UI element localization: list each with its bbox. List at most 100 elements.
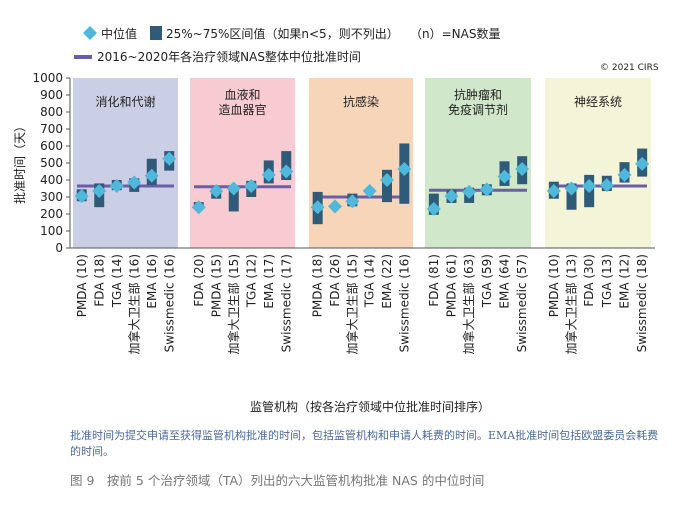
x-tick-label: EMA (16) [145, 254, 159, 309]
legend-text: 中位值 [101, 26, 137, 41]
panel-bg [73, 78, 178, 248]
panel-title: 消化和代谢 [95, 94, 155, 109]
legend-box [150, 26, 162, 40]
panel-title: 抗肿瘤和免疫调节剂 [448, 87, 508, 117]
median-diamond [74, 189, 89, 204]
y-axis-label: 批准时间（天） [12, 120, 27, 204]
x-tick-label: TGA (12) [244, 254, 258, 308]
panel-title: 血液和造血器官 [218, 87, 266, 117]
median-diamond [92, 184, 107, 199]
x-tick-label: 加拿大卫生部 (13) [564, 254, 579, 354]
note: 批准时间为提交申请至获得监管机构批准的时间，包括监管机构和申请人耗费的时间。EM… [70, 429, 659, 458]
median-diamond [226, 181, 241, 196]
legend-median [83, 26, 97, 40]
y-tick-label: 500 [40, 156, 63, 170]
median-diamond [209, 184, 224, 199]
median-diamond [479, 182, 494, 197]
median-diamond [345, 194, 360, 209]
panel-bg [309, 78, 413, 248]
panel-title-line: 抗肿瘤和 [454, 87, 502, 102]
median-diamond [444, 189, 459, 204]
median-diamond [127, 175, 142, 190]
y-tick-label: 900 [40, 88, 63, 102]
median-diamond [261, 167, 276, 182]
median-diamond [564, 181, 579, 196]
x-tick-label: FDA (20) [192, 254, 206, 307]
y-tick-label: 600 [40, 139, 63, 153]
median-diamond [617, 167, 632, 182]
median-diamond [244, 178, 259, 193]
x-tick-label: EMA (12) [618, 254, 632, 309]
panel-title-line: 消化和代谢 [95, 94, 155, 109]
median-diamond [362, 184, 377, 199]
median-diamond [426, 201, 441, 216]
x-tick-label: EMA (17) [262, 254, 276, 309]
iqr-box [566, 183, 577, 210]
median-diamond [109, 178, 124, 193]
panel-bg [425, 78, 531, 248]
median-diamond [144, 168, 159, 183]
panel-title-line: 神经系统 [574, 95, 622, 109]
median-diamond [380, 173, 394, 187]
x-tick-label: 加拿大卫生部 (15) [226, 254, 241, 354]
panel-title-line: 免疫调节剂 [448, 102, 508, 117]
median-diamond [582, 178, 597, 193]
median-diamond [397, 161, 412, 176]
copyright: © 2021 CIRS [600, 63, 659, 73]
median-diamond [546, 184, 561, 199]
x-tick-label: TGA (59) [480, 254, 494, 308]
median-diamond [191, 200, 206, 215]
y-tick-label: 1000 [32, 71, 63, 85]
x-tick-label: EMA (22) [380, 254, 394, 309]
x-tick-label: EMA (64) [498, 254, 512, 309]
median-diamond [497, 169, 512, 184]
panel-bg [190, 78, 295, 248]
x-tick-label: FDA (26) [328, 254, 342, 307]
y-tick-label: 800 [40, 105, 63, 119]
x-tick-label: PMDA (10) [547, 254, 561, 317]
legend-text: （n）=NAS数量 [410, 26, 500, 41]
median-diamond [328, 199, 342, 214]
panel-title: 神经系统 [574, 95, 622, 109]
x-tick-label: PMDA (18) [311, 254, 325, 317]
x-tick-label: PMDA (61) [445, 254, 459, 317]
x-tick-label: TGA (13) [600, 254, 614, 308]
x-tick-label: FDA (81) [427, 254, 441, 307]
x-tick-label: PMDA (10) [75, 254, 89, 317]
median-diamond [279, 164, 294, 179]
x-tick-label: Swissmedic (16) [397, 254, 411, 352]
x-tick-label: 加拿大卫生部 (16) [126, 254, 141, 354]
y-tick-label: 100 [40, 224, 63, 238]
x-tick-label: Swissmedic (16) [162, 254, 176, 352]
median-diamond [310, 200, 325, 215]
x-axis-label: 监管机构（按各治疗领域中位批准时间排序） [250, 399, 490, 414]
median-diamond [515, 161, 530, 176]
legend-text: 25%~75%区间值（如果n<5，则不列出） [166, 26, 399, 41]
y-tick-label: 200 [40, 207, 63, 221]
iqr-box [228, 186, 239, 212]
panel-title-line: 抗感染 [343, 94, 379, 109]
x-tick-label: Swissmedic (18) [635, 254, 649, 352]
median-diamond [635, 156, 650, 171]
x-tick-label: FDA (30) [582, 254, 596, 307]
panel-title-line: 造血器官 [218, 102, 266, 117]
y-tick-label: 0 [55, 241, 63, 255]
caption: 图 9 按前 5 个治疗领域（TA）列出的六大监管机构批准 NAS 的中位时间 [70, 473, 485, 488]
x-tick-label: Swissmedic (17) [279, 254, 293, 352]
median-diamond [162, 151, 177, 166]
legend-text: 2016~2020年各治疗领域NAS整体中位批准时间 [97, 49, 361, 64]
median-diamond [462, 184, 477, 199]
x-tick-label: PMDA (15) [209, 254, 223, 317]
x-tick-label: TGA (14) [110, 254, 124, 308]
y-tick-label: 300 [40, 190, 63, 204]
median-diamond [599, 178, 614, 193]
x-tick-label: 加拿大卫生部 (63) [461, 254, 476, 354]
panel-title: 抗感染 [343, 94, 379, 109]
panel-title-line: 血液和 [224, 87, 260, 102]
y-tick-label: 400 [40, 173, 63, 187]
x-tick-label: TGA (14) [363, 254, 377, 308]
panel-bg [545, 78, 651, 248]
x-tick-label: 加拿大卫生部 (15) [344, 254, 359, 354]
